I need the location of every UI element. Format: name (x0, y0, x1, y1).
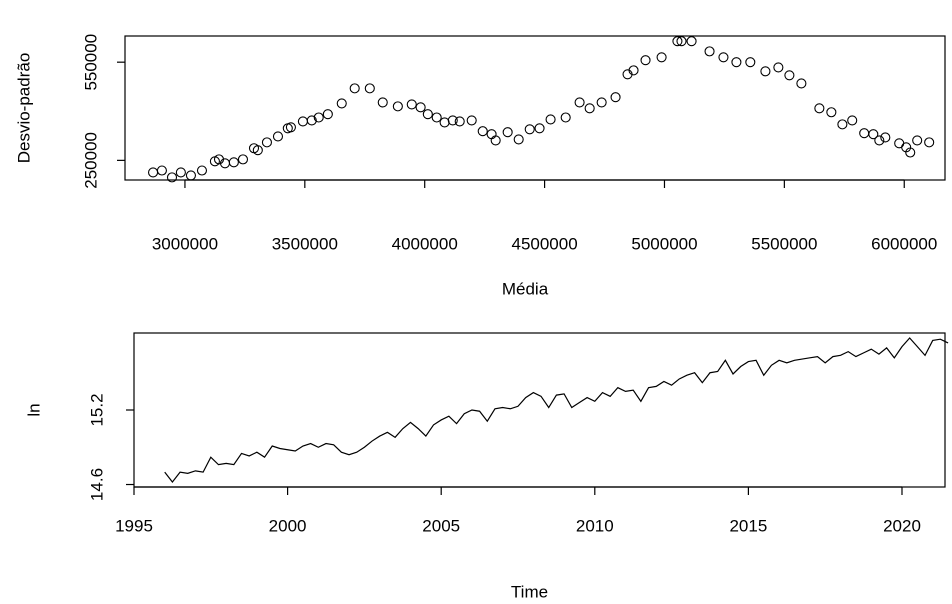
x-tick-label: 5500000 (751, 234, 817, 253)
point (912, 135, 923, 146)
point (596, 97, 607, 108)
point (640, 55, 651, 66)
y-tick-label: 250000 (81, 132, 100, 189)
x-axis-title: Time (511, 582, 548, 601)
x-tick-label: 6000000 (871, 234, 937, 253)
point (502, 127, 513, 138)
point (490, 135, 501, 146)
point (454, 116, 465, 127)
y-axis-title: Desvio-padrão (14, 53, 33, 164)
x-tick-label: 2000 (269, 516, 307, 535)
point (392, 101, 403, 112)
point (156, 165, 167, 176)
x-tick-label: 2010 (576, 516, 614, 535)
point (377, 97, 388, 108)
point (859, 128, 870, 139)
point (196, 165, 208, 176)
point (610, 92, 621, 103)
point (560, 112, 571, 123)
series-line (164, 337, 949, 484)
point (584, 103, 595, 114)
point (364, 83, 375, 94)
x-tick-label: 3500000 (272, 234, 338, 253)
point (415, 102, 426, 113)
y-axis-title: ln (24, 403, 43, 416)
point (228, 157, 239, 168)
point (322, 109, 333, 120)
point (313, 112, 324, 123)
point (672, 36, 683, 47)
point (837, 119, 848, 130)
point (796, 78, 807, 89)
point (574, 97, 585, 108)
point (349, 83, 360, 94)
point (406, 99, 417, 110)
point (814, 103, 825, 114)
x-tick-label: 2005 (422, 516, 460, 535)
point (336, 98, 347, 109)
x-tick-label: 1995 (115, 516, 153, 535)
x-tick-label: 3000000 (152, 234, 218, 253)
point (656, 52, 667, 63)
point (704, 46, 715, 57)
point (924, 137, 935, 148)
point (880, 132, 891, 143)
plot-frame (133, 332, 946, 488)
point (297, 116, 308, 127)
point (686, 36, 697, 47)
point (847, 115, 858, 126)
x-tick-label: 4000000 (392, 234, 458, 253)
point (545, 114, 556, 125)
point (148, 167, 159, 178)
point (466, 115, 477, 126)
point (237, 154, 249, 165)
point (431, 112, 442, 123)
point (306, 115, 317, 126)
point (894, 138, 905, 149)
point (628, 65, 639, 76)
point (166, 172, 178, 183)
point (760, 66, 771, 77)
point (486, 129, 497, 140)
point (524, 124, 535, 135)
x-tick-label: 2015 (729, 516, 767, 535)
point (874, 135, 885, 146)
point (773, 62, 784, 73)
x-tick-label: 4500000 (511, 234, 577, 253)
plot-frame (124, 35, 946, 181)
x-axis-title: Média (502, 279, 549, 298)
point (185, 170, 196, 181)
x-tick-label: 2020 (883, 516, 921, 535)
point (422, 109, 433, 120)
point (784, 70, 795, 81)
point (285, 122, 296, 133)
point (252, 145, 263, 156)
point (534, 123, 545, 134)
point (477, 126, 488, 137)
point (513, 134, 524, 145)
point (905, 147, 916, 158)
point (676, 36, 687, 47)
point (718, 52, 729, 63)
y-tick-label: 14.6 (87, 468, 106, 501)
point (731, 57, 742, 68)
y-tick-label: 550000 (81, 34, 100, 91)
point (745, 57, 756, 68)
point (261, 137, 272, 148)
point (868, 129, 879, 140)
point (175, 167, 186, 178)
point (447, 115, 458, 126)
x-tick-label: 5000000 (631, 234, 697, 253)
y-tick-label: 15.2 (87, 393, 106, 426)
point (272, 131, 284, 142)
point (826, 107, 837, 118)
point (439, 117, 450, 128)
